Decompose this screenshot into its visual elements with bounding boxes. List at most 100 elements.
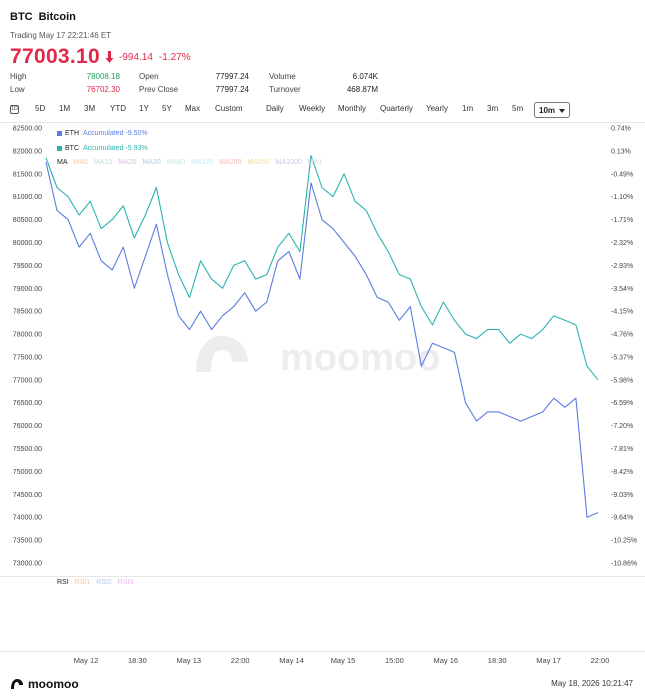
right-axis-tick: -4.15%: [611, 309, 633, 316]
volume-value: 6.074K: [352, 72, 378, 81]
price-change-percent: -1.27%: [158, 51, 191, 63]
legend-eth[interactable]: ETH Accumulated -9.50%: [57, 130, 148, 137]
left-axis-tick: 82000.00: [13, 148, 42, 155]
x-axis-tick: 22:00: [591, 656, 610, 665]
right-axis-tick: -6.59%: [611, 400, 633, 407]
ma60-label[interactable]: MA60: [166, 159, 186, 166]
moomoo-logo-icon: [11, 679, 23, 689]
x-axis-tick: May 17: [536, 656, 561, 665]
interval-select[interactable]: 10m: [534, 102, 570, 118]
ma10-label[interactable]: MA10: [93, 159, 113, 166]
ma120-label[interactable]: MA120: [191, 159, 214, 166]
ma5-label[interactable]: MA5: [73, 159, 88, 166]
right-axis-tick: 0.13%: [611, 148, 631, 155]
watermark-text: moomoo: [280, 337, 440, 379]
range-5d[interactable]: 5D: [35, 104, 46, 113]
left-axis-tick: 77500.00: [13, 354, 42, 361]
turnover-value: 468.87M: [346, 85, 378, 94]
intraday-icon[interactable]: 1D: [10, 105, 19, 114]
footer-timestamp: May 18, 2026 10:21:47: [551, 679, 633, 688]
ma1000-label[interactable]: MA1000: [275, 159, 302, 166]
chart-toolbar: 1D 5D 1M 3M YTD 1Y 5Y Max Custom Daily W…: [0, 102, 645, 118]
interval-yearly[interactable]: Yearly: [426, 104, 448, 113]
left-axis-tick: 80000.00: [13, 240, 42, 247]
rsi-label[interactable]: RSI: [57, 579, 69, 586]
symbol-title: BTC Bitcoin: [10, 11, 76, 23]
range-1m[interactable]: 1M: [59, 104, 71, 113]
watermark: moomoo: [196, 336, 440, 379]
x-axis-tick: May 13: [176, 656, 201, 665]
interval-monthly[interactable]: Monthly: [338, 104, 367, 113]
eth-accumulated: Accumulated -9.50%: [83, 130, 148, 137]
left-axis-tick: 75500.00: [13, 446, 42, 453]
legend-btc[interactable]: BTC Accumulated -5.93%: [57, 145, 148, 152]
right-axis-tick: 0.74%: [611, 126, 631, 133]
right-axis-tick: -10.86%: [611, 561, 637, 568]
left-axis-tick: 77000.00: [13, 377, 42, 384]
symbol-code: BTC: [10, 11, 33, 23]
left-axis-tick: 74000.00: [13, 515, 42, 522]
left-axis-tick: 76500.00: [13, 400, 42, 407]
x-axis-tick: May 14: [279, 656, 304, 665]
ma30-label[interactable]: MA30: [142, 159, 161, 166]
range-ytd[interactable]: YTD: [110, 104, 126, 113]
interval-3m[interactable]: 3m: [487, 104, 499, 113]
range-max[interactable]: Max: [185, 104, 201, 113]
x-axis-tick: May 12: [74, 656, 99, 665]
toolbar-divider: [0, 122, 645, 123]
ma20-label[interactable]: MA20: [118, 159, 137, 166]
x-axis-tick: 22:00: [231, 656, 250, 665]
right-axis-tick: -1.10%: [611, 194, 633, 201]
open-label: Open: [139, 72, 159, 81]
right-axis-tick: -3.54%: [611, 286, 633, 293]
xaxis-divider: [0, 651, 645, 652]
left-axis-tick: 78000.00: [13, 332, 42, 339]
right-axis-tick: -2.32%: [611, 240, 633, 247]
prev-close-label: Prev Close: [139, 85, 179, 94]
range-1y[interactable]: 1Y: [139, 104, 149, 113]
left-axis-tick: 73500.00: [13, 538, 42, 545]
right-axis-tick: -4.76%: [611, 332, 633, 339]
x-axis-tick: 18:30: [128, 656, 147, 665]
left-axis-tick: 82500.00: [13, 126, 42, 133]
interval-daily[interactable]: Daily: [266, 104, 284, 113]
right-axis-tick: -9.03%: [611, 492, 633, 499]
x-axis-tick: May 16: [433, 656, 458, 665]
left-axis-tick: 78500.00: [13, 309, 42, 316]
eth-swatch: [57, 131, 62, 136]
low-label: Low: [10, 85, 25, 94]
rsi1-label[interactable]: RSI1: [74, 579, 91, 586]
trading-status: Trading May 17 22:21:46 ET: [10, 31, 112, 40]
interval-5m[interactable]: 5m: [512, 104, 524, 113]
btc-swatch: [57, 146, 62, 151]
interval-quarterly[interactable]: Quarterly: [380, 104, 413, 113]
interval-weekly[interactable]: Weekly: [299, 104, 326, 113]
range-3m[interactable]: 3M: [84, 104, 96, 113]
rsi2-label[interactable]: RSI2: [96, 579, 112, 586]
x-axis-tick: May 15: [331, 656, 356, 665]
range-custom[interactable]: Custom: [215, 104, 243, 113]
left-axis-tick: 79500.00: [13, 263, 42, 270]
interval-1m[interactable]: 1m: [462, 104, 474, 113]
series-line-btc[interactable]: [45, 154, 599, 381]
ma200-label[interactable]: MA200: [219, 159, 242, 166]
footer-logo: moomoo: [10, 677, 79, 691]
ma-label[interactable]: MA: [57, 159, 68, 166]
range-5y[interactable]: 5Y: [162, 104, 172, 113]
right-axis-tick: -7.20%: [611, 423, 633, 430]
rsi-divider: [0, 576, 645, 577]
ma1-label[interactable]: MA1: [307, 159, 323, 166]
btc-accumulated: Accumulated -5.93%: [83, 145, 148, 152]
left-axis-tick: 81500.00: [13, 171, 42, 178]
ma250-label[interactable]: MA250: [247, 159, 270, 166]
rsi3-label[interactable]: RSI3: [117, 579, 134, 586]
series-line-eth[interactable]: [45, 162, 599, 518]
right-axis-tick: -0.49%: [611, 171, 633, 178]
symbol-name: Bitcoin: [38, 11, 76, 23]
interval-select-value: 10m: [539, 106, 556, 115]
x-axis-tick: 18:30: [488, 656, 507, 665]
right-axis-tick: -5.37%: [611, 354, 633, 361]
right-axis-tick: -7.81%: [611, 446, 633, 453]
